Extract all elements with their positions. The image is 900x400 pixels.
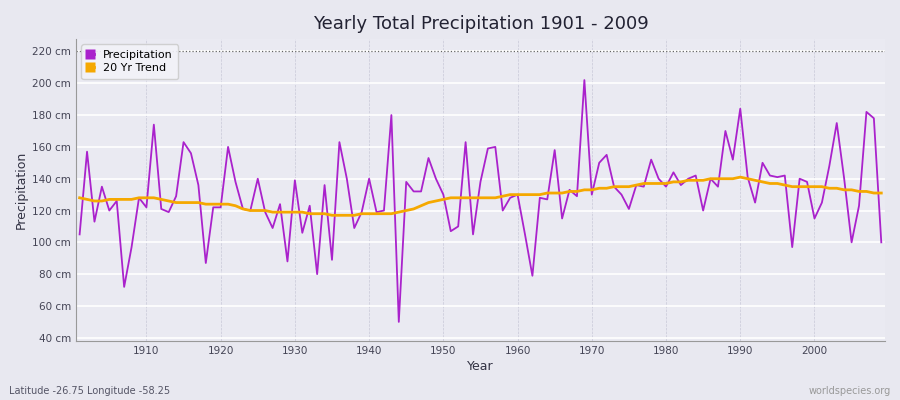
Title: Yearly Total Precipitation 1901 - 2009: Yearly Total Precipitation 1901 - 2009 [312,15,648,33]
Text: worldspecies.org: worldspecies.org [809,386,891,396]
X-axis label: Year: Year [467,360,494,373]
Y-axis label: Precipitation: Precipitation [15,151,28,229]
Legend: Precipitation, 20 Yr Trend: Precipitation, 20 Yr Trend [82,44,178,79]
Text: Latitude -26.75 Longitude -58.25: Latitude -26.75 Longitude -58.25 [9,386,170,396]
